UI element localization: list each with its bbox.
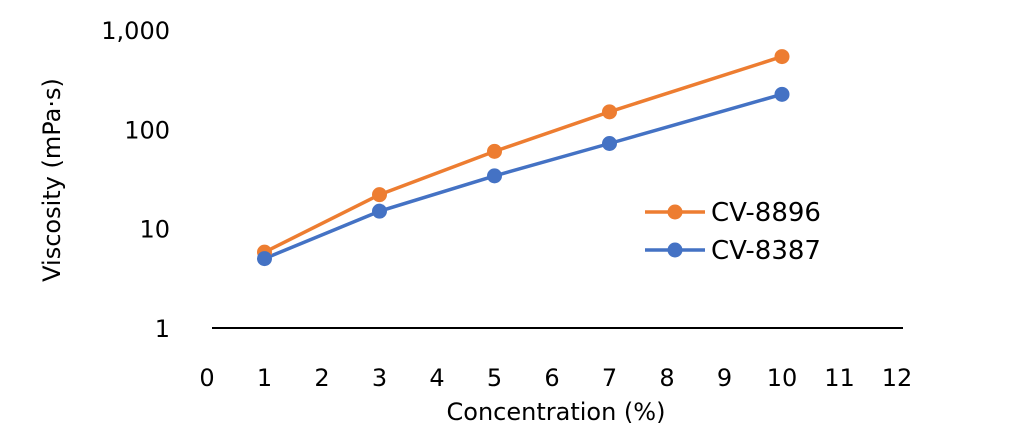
x-tick-label: 12: [882, 364, 913, 392]
x-tick-label: 2: [314, 364, 329, 392]
x-tick-label: 11: [824, 364, 855, 392]
x-axis-title: Concentration (%): [447, 398, 666, 426]
data-point-cv-8387: [602, 136, 617, 152]
y-tick-label: 1: [155, 315, 170, 343]
x-tick-label: 4: [429, 364, 444, 392]
x-tick-label: 10: [767, 364, 798, 392]
series-line-cv-8896: [263, 54, 783, 254]
x-tick-label: 6: [544, 364, 559, 392]
legend-label-cv-8387: CV-8387: [711, 236, 821, 266]
data-point-cv-8387: [774, 86, 790, 102]
data-point-cv-8896: [774, 49, 790, 65]
data-point-cv-8387: [372, 203, 387, 219]
x-tick-label: 9: [717, 364, 732, 392]
y-tick-labels: 1 10 100 1,000: [101, 17, 170, 343]
data-point-cv-8896: [602, 104, 617, 120]
x-tick-label: 0: [199, 364, 214, 392]
x-tick-label: 8: [659, 364, 674, 392]
series-line-cv-8387: [263, 92, 783, 261]
data-point-cv-8896: [372, 187, 387, 203]
legend: CV-8896 CV-8387: [645, 198, 821, 266]
legend-marker-cv-8387: [667, 242, 683, 258]
x-tick-label: 7: [602, 364, 617, 392]
x-tick-label: 3: [372, 364, 387, 392]
data-point-cv-8387: [487, 168, 502, 184]
x-tick-label: 5: [487, 364, 502, 392]
y-tick-label: 10: [139, 216, 170, 244]
y-axis-title: Viscosity (mPa·s): [38, 78, 66, 282]
series-layer: [257, 49, 790, 267]
x-tick-label: 1: [257, 364, 272, 392]
legend-marker-cv-8896: [667, 204, 683, 220]
x-tick-labels: 0 1 2 3 4 5 6 7 8 9 10 11 12: [199, 364, 912, 392]
data-point-cv-8896: [487, 143, 502, 159]
y-tick-label: 1,000: [101, 17, 170, 45]
legend-label-cv-8896: CV-8896: [711, 198, 821, 228]
y-tick-label: 100: [124, 116, 170, 144]
data-point-cv-8387: [257, 251, 272, 267]
